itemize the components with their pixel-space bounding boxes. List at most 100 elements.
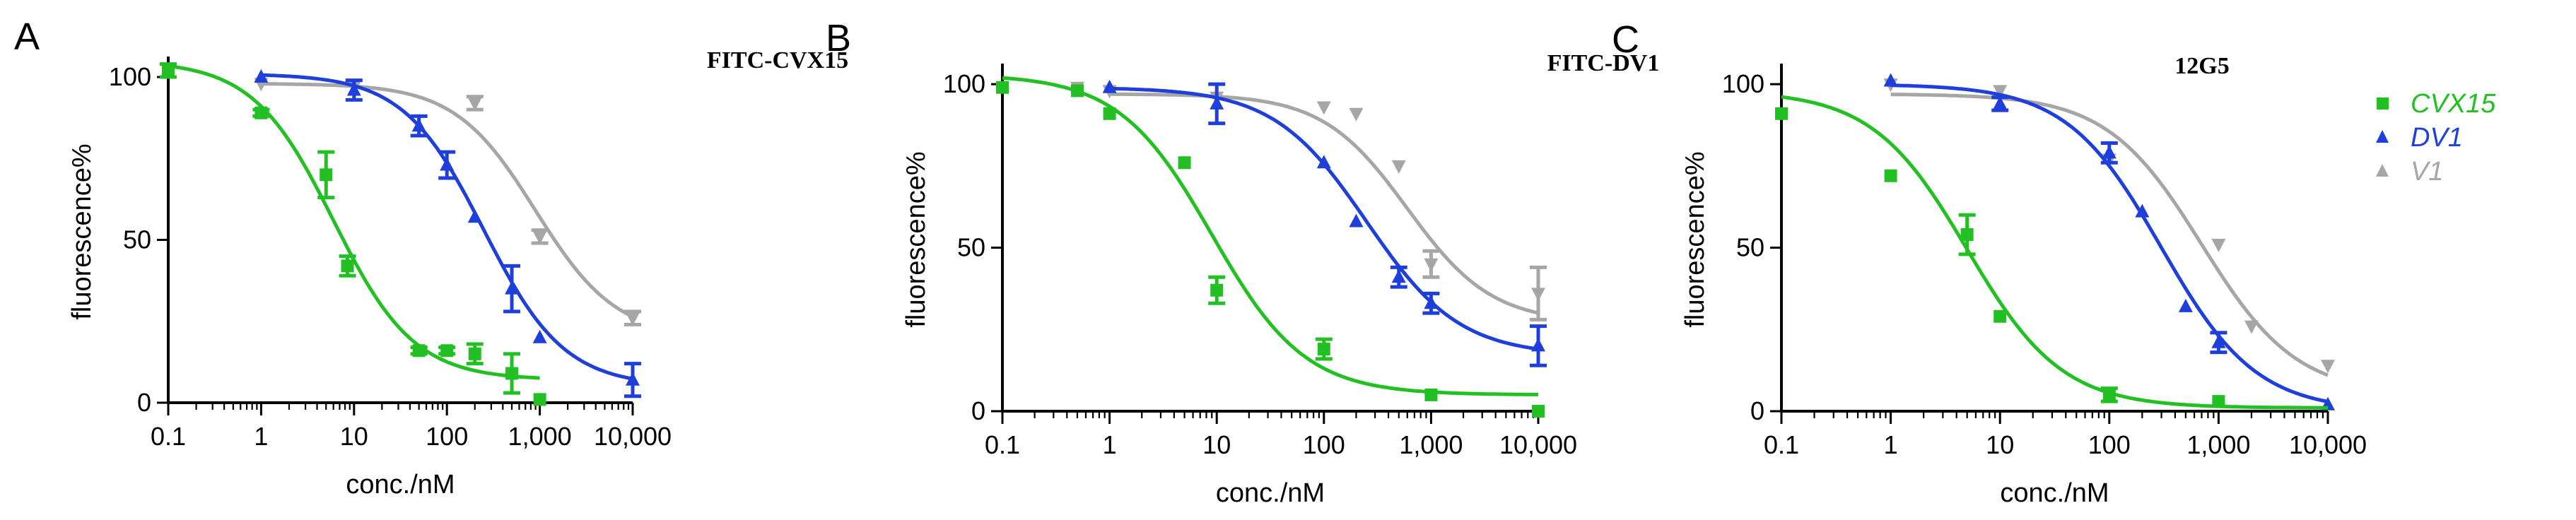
series-v1 (1070, 81, 1547, 321)
data-point (532, 230, 547, 244)
data-point (2102, 145, 2117, 159)
panel-letter: B (826, 17, 851, 59)
chart-panel-a: A FITC-CVX15 0.1 1 10 100 1,000 10,000 0 50 100 con… (14, 16, 848, 500)
chart-panel-b: B FITC-DV1 0.1 1 10 100 1,000 10,000 0 50 100 conc.… (826, 17, 1659, 508)
data-point (1316, 101, 1331, 115)
y-tick-label: 0 (137, 388, 151, 417)
data-point (1883, 73, 1898, 87)
x-axis-title: conc./nM (346, 470, 455, 500)
fit-curve-dv1 (1109, 86, 1539, 351)
y-tick-label: 0 (971, 396, 985, 425)
x-tick-label: 1 (254, 422, 268, 451)
y-tick-label: 50 (957, 233, 985, 262)
fit-curve-cvx15 (168, 64, 540, 380)
x-tick-label: 10 (340, 422, 368, 451)
series-cvx15 (160, 62, 546, 406)
data-point (1316, 155, 1331, 169)
data-point (411, 118, 426, 132)
y-tick-label: 50 (1736, 233, 1764, 262)
data-point (1531, 338, 1545, 352)
data-point (1317, 343, 1330, 356)
data-point (1391, 269, 1406, 283)
data-point (467, 97, 482, 111)
fit-curve-cvx15 (1781, 95, 2328, 410)
legend-label: DV1 (2411, 123, 2463, 153)
y-axis-title: fluorescence% (67, 143, 97, 319)
data-point (1391, 160, 1406, 174)
series-dv1 (1102, 79, 1547, 367)
data-point (468, 347, 481, 360)
series-v1 (254, 78, 641, 326)
data-point (1993, 85, 2008, 99)
data-point (1994, 309, 2007, 323)
x-tick-label: 1 (1103, 430, 1117, 459)
chart-title: FITC-DV1 (1547, 50, 1660, 76)
data-point (1532, 405, 1545, 418)
x-tick-label: 0.1 (1764, 430, 1799, 459)
data-point (2102, 388, 2116, 401)
data-point (532, 329, 547, 343)
data-point (440, 157, 455, 171)
x-tick-label: 1 (1884, 430, 1898, 459)
legend-marker (2377, 98, 2389, 110)
data-point (505, 367, 519, 380)
y-tick-label: 50 (123, 225, 151, 254)
y-axis-title: fluorescence% (1680, 151, 1710, 327)
data-point (1349, 107, 1364, 122)
legend-item-cvx15: CVX15 (2377, 89, 2496, 119)
x-tick-label: 10 (1202, 430, 1231, 459)
data-point (1531, 288, 1545, 302)
chart-title: 12G5 (2174, 53, 2229, 79)
x-tick-label: 100 (426, 422, 468, 451)
y-axis-title: fluorescence% (901, 151, 931, 327)
data-point (1178, 156, 1191, 170)
data-point (2211, 238, 2226, 252)
y-tick-label: 0 (1750, 396, 1764, 425)
data-point (1210, 283, 1224, 297)
data-point (505, 280, 520, 295)
legend-marker (2376, 164, 2389, 177)
series-dv1 (254, 69, 641, 398)
x-axis-title: conc./nM (1216, 478, 1325, 508)
x-tick-label: 0.1 (151, 422, 186, 451)
legend-item-dv1: DV1 (2376, 123, 2463, 153)
y-tick-label: 100 (943, 69, 985, 98)
x-tick-label: 10,000 (594, 422, 672, 451)
data-point (162, 64, 175, 77)
x-tick-label: 100 (2088, 430, 2131, 459)
series-cvx15 (996, 76, 1545, 418)
data-point (346, 82, 361, 96)
legend-label: CVX15 (2411, 89, 2496, 119)
data-point (1424, 258, 1439, 272)
data-point (1210, 95, 1224, 110)
fit-curve-dv1 (261, 73, 633, 381)
y-tick-label: 100 (1722, 69, 1764, 98)
x-tick-label: 1,000 (508, 422, 572, 451)
data-point (2212, 395, 2225, 408)
series-v1 (1883, 78, 2335, 377)
legend: CVX15 DV1 V1 (2376, 89, 2496, 187)
data-point (341, 259, 354, 273)
data-point (1070, 84, 1084, 98)
fit-curve-cvx15 (1002, 76, 1538, 396)
x-tick-label: 10 (1986, 430, 2014, 459)
data-point (254, 69, 269, 83)
data-point (1960, 228, 1974, 242)
data-point (467, 209, 482, 223)
data-point (533, 393, 546, 406)
data-point (2178, 298, 2193, 312)
x-tick-label: 100 (1303, 430, 1345, 459)
data-point (254, 106, 268, 119)
series-cvx15 (1775, 95, 2328, 410)
data-point (1349, 213, 1364, 228)
data-point (412, 344, 426, 358)
data-point (1884, 169, 1897, 182)
data-point (996, 81, 1009, 94)
data-point (1993, 95, 2008, 110)
data-point (1775, 107, 1788, 120)
x-tick-label: 1,000 (2186, 430, 2250, 459)
x-tick-label: 1,000 (1399, 430, 1463, 459)
data-point (626, 312, 640, 326)
data-point (2135, 203, 2150, 218)
